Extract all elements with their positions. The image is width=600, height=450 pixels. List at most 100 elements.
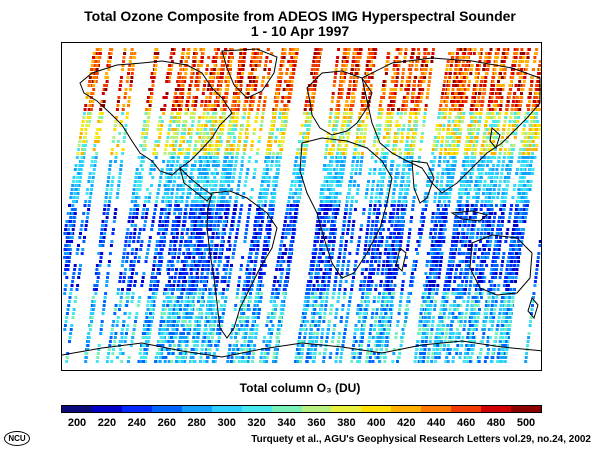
ozone-sample-point [458,248,462,251]
ozone-sample-point [521,132,525,135]
ozone-sample-point [113,124,117,127]
ozone-sample-point [125,328,129,331]
ozone-sample-point [399,52,403,55]
ozone-sample-point [492,140,496,143]
ozone-sample-point [242,332,246,335]
ozone-sample-point [182,252,186,255]
ozone-sample-point [80,220,84,223]
ozone-sample-point [232,208,236,211]
ozone-sample-point [214,356,218,359]
ozone-sample-point [365,64,369,67]
ozone-sample-point [430,260,434,263]
ozone-sample-point [92,288,96,291]
ozone-sample-point [456,68,460,71]
ozone-sample-point [351,160,355,163]
ozone-sample-point [332,224,336,227]
ozone-sample-point [473,316,477,319]
ozone-sample-point [438,268,442,271]
ozone-sample-point [474,272,478,275]
ozone-sample-point [238,60,242,63]
ozone-sample-point [320,336,324,339]
ozone-sample-point [284,236,288,239]
ozone-sample-point [406,176,410,179]
ozone-sample-point [355,80,358,83]
ozone-sample-point [365,292,369,295]
ozone-sample-point [510,108,514,111]
ozone-sample-point [449,328,453,331]
world-map [61,42,542,371]
ozone-sample-point [186,332,190,335]
ozone-sample-point [355,312,359,315]
ozone-sample-point [321,204,325,207]
ozone-sample-point [84,200,88,203]
ozone-sample-point [86,92,90,95]
ozone-sample-point [208,100,212,103]
ozone-sample-point [485,188,489,191]
ozone-sample-point [259,280,263,283]
ozone-sample-point [454,68,458,71]
ozone-sample-point [452,248,456,251]
ozone-sample-point [187,132,191,135]
ozone-sample-point [503,56,507,59]
ozone-sample-point [210,340,214,343]
ozone-sample-point [501,192,505,195]
ozone-sample-point [475,188,479,191]
ozone-sample-point [391,268,395,271]
ozone-sample-point [70,188,74,191]
ozone-sample-point [356,304,360,307]
ozone-sample-point [501,68,505,71]
ozone-sample-point [64,320,68,323]
ozone-sample-point [261,216,265,219]
ozone-sample-point [422,80,426,83]
ozone-sample-point [287,232,291,235]
ozone-sample-point [488,336,492,339]
ozone-sample-point [494,304,498,307]
ozone-sample-point [519,52,523,55]
ozone-sample-point [195,308,199,311]
ozone-sample-point [359,280,363,283]
ozone-sample-point [105,192,109,195]
ozone-sample-point [455,332,459,335]
ozone-sample-point [109,160,113,163]
ozone-sample-point [169,240,173,243]
ozone-sample-point [256,224,260,227]
ozone-sample-point [517,84,521,87]
ozone-sample-point [87,180,91,183]
ozone-sample-point [82,152,86,155]
ozone-sample-point [382,356,386,359]
ozone-sample-point [476,316,480,319]
ozone-sample-point [399,236,403,239]
ozone-sample-point [352,340,356,343]
ozone-sample-point [136,304,140,307]
ozone-sample-point [331,128,335,131]
ozone-sample-point [366,224,370,227]
ozone-sample-point [359,284,363,287]
ozone-sample-point [377,136,381,139]
ozone-sample-point [321,328,325,331]
ozone-sample-point [402,96,406,99]
ozone-sample-point [373,140,377,143]
ozone-sample-point [327,260,331,263]
ozone-sample-point [303,144,307,147]
ozone-sample-point [493,152,497,155]
ozone-sample-point [454,60,458,63]
ozone-sample-point [398,240,402,243]
ozone-sample-point [66,252,70,255]
ozone-sample-point [174,144,178,147]
ozone-sample-point [503,52,507,55]
ozone-sample-point [174,140,178,143]
ozone-sample-point [390,164,394,167]
ozone-sample-point [391,200,394,203]
ozone-sample-point [480,292,484,295]
ozone-sample-point [219,256,223,259]
ozone-sample-point [371,312,375,315]
ozone-sample-point [448,308,452,311]
ozone-sample-point [405,100,409,103]
ozone-sample-point [509,208,513,211]
ozone-sample-point [154,156,158,159]
ozone-sample-point [436,204,440,207]
ozone-sample-point [318,312,322,315]
ozone-sample-point [290,64,294,67]
ozone-sample-point [466,144,470,147]
ozone-sample-point [214,60,217,63]
